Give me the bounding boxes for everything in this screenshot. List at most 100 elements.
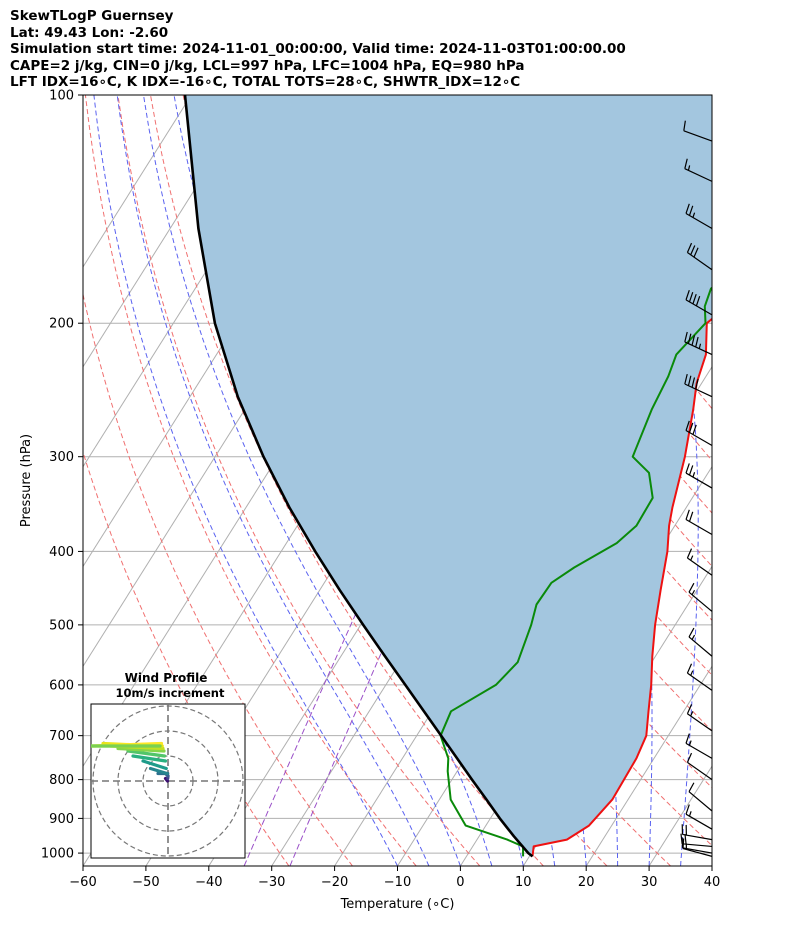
wind-barb bbox=[685, 804, 713, 830]
wind-barb-staff bbox=[684, 383, 713, 398]
wind-barb bbox=[688, 627, 713, 657]
wind-barb-feather bbox=[686, 704, 693, 714]
wind-barb bbox=[680, 833, 713, 848]
isotherm-line bbox=[83, 95, 255, 368]
y-tick-label: 200 bbox=[49, 317, 74, 332]
wind-barb-staff bbox=[682, 847, 713, 854]
x-tick-label: −10 bbox=[384, 875, 411, 890]
hodograph-area bbox=[91, 704, 245, 858]
wind-barb-staff bbox=[685, 299, 713, 316]
wind-barb-feather bbox=[685, 203, 690, 214]
wind-barb-feather bbox=[684, 331, 688, 343]
wind-barb bbox=[685, 509, 713, 536]
isotherm-line bbox=[711, 865, 712, 866]
wind-barb-feather bbox=[683, 120, 686, 131]
wind-barb-feather bbox=[684, 373, 688, 385]
hodograph-segment bbox=[116, 746, 166, 753]
y-tick-label: 400 bbox=[49, 545, 74, 560]
wind-barb-feather bbox=[692, 424, 697, 435]
indices-line-2: LFT IDX=16∘C, K IDX=-16∘C, TOTAL TOTS=28… bbox=[10, 74, 521, 90]
wind-barb-feather bbox=[695, 336, 699, 348]
dry-adiabat bbox=[83, 450, 290, 866]
wind-barb bbox=[688, 782, 713, 812]
moist-adiabat bbox=[116, 95, 430, 866]
x-tick-label: −30 bbox=[258, 875, 285, 890]
wind-barb-feather bbox=[685, 420, 690, 431]
wind-barb bbox=[683, 120, 713, 142]
x-tick-label: 40 bbox=[704, 875, 721, 890]
wind-barb-staff bbox=[687, 713, 713, 732]
wind-barb-feather bbox=[685, 733, 690, 744]
indices-line-1: CAPE=2 j/kg, CIN=0 j/kg, LCL=997 hPa, LF… bbox=[10, 57, 525, 74]
title-block: SkewTLogP Guernsey Lat: 49.43 Lon: -2.60… bbox=[10, 8, 790, 91]
wind-barb-half-feather bbox=[691, 634, 696, 640]
y-tick-label: 700 bbox=[49, 729, 74, 744]
wind-barb bbox=[686, 704, 713, 732]
wind-barb-feather bbox=[691, 377, 696, 388]
y-tick-label: 100 bbox=[49, 89, 74, 104]
cape-shading bbox=[185, 95, 712, 857]
wind-barb-staff bbox=[688, 591, 713, 612]
wind-barb-feather bbox=[684, 833, 687, 845]
wind-barb bbox=[684, 331, 713, 356]
wind-barb-staff bbox=[684, 341, 713, 356]
wind-barb bbox=[688, 582, 713, 612]
wind-barb bbox=[681, 824, 713, 841]
wind-barb-half-feather bbox=[690, 670, 694, 676]
wind-barb-feather bbox=[688, 627, 695, 638]
wind-barb-feather bbox=[688, 582, 695, 593]
wind-barb-feather bbox=[688, 292, 694, 303]
wind-barb-half-feather bbox=[691, 589, 696, 596]
wind-barb-feather bbox=[691, 335, 696, 346]
moist-adiabat bbox=[143, 95, 461, 866]
wind-barb bbox=[686, 548, 713, 576]
x-tick-label: −50 bbox=[132, 875, 159, 890]
wind-barb-feather bbox=[688, 422, 694, 433]
wind-barb-staff bbox=[685, 813, 713, 830]
wind-barb bbox=[685, 420, 713, 447]
wind-barb-staff bbox=[683, 130, 713, 142]
plot-area bbox=[83, 95, 712, 866]
dry-adiabat bbox=[84, 95, 417, 866]
y-tick-label: 500 bbox=[49, 618, 74, 633]
dry-adiabat bbox=[117, 95, 481, 866]
wind-barb-feather bbox=[685, 804, 690, 815]
wind-barb bbox=[686, 663, 713, 691]
wind-barb-staff bbox=[685, 742, 713, 759]
wind-barb-half-feather bbox=[688, 740, 692, 746]
wind-barb-feather bbox=[685, 463, 690, 474]
hodograph-segment bbox=[163, 776, 170, 783]
wind-barb bbox=[685, 733, 713, 759]
wind-barb-feather bbox=[695, 379, 699, 390]
wind-barb-half-feather bbox=[690, 555, 694, 561]
y-tick-label: 900 bbox=[49, 812, 74, 827]
wind-barb bbox=[684, 158, 713, 182]
wind-barb-staff bbox=[688, 791, 713, 812]
wind-barb-feather bbox=[695, 296, 701, 307]
wind-barb-staff bbox=[684, 168, 713, 182]
wind-barb-feather bbox=[692, 294, 697, 305]
wind-barb-feather bbox=[686, 242, 693, 253]
wind-barb-feather bbox=[693, 247, 699, 258]
x-axis-label: Temperature (∘C) bbox=[340, 897, 455, 912]
wind-barb-staff bbox=[687, 761, 713, 781]
location-line: Lat: 49.43 Lon: -2.60 bbox=[10, 24, 169, 41]
inset-title: Wind Profile bbox=[125, 671, 208, 685]
isotherm-line bbox=[585, 665, 712, 866]
isotherm-line bbox=[83, 95, 192, 268]
wind-barb-feather bbox=[685, 509, 690, 520]
x-tick-label: −40 bbox=[195, 875, 222, 890]
wind-barb bbox=[685, 203, 713, 230]
wind-barb-feather bbox=[684, 158, 688, 169]
wind-barb-staff bbox=[682, 843, 713, 848]
wind-barb bbox=[684, 373, 713, 398]
time-line: Simulation start time: 2024-11-01_00:00:… bbox=[10, 41, 626, 57]
wind-barb-feather bbox=[686, 548, 693, 559]
x-tick-label: 30 bbox=[641, 875, 658, 890]
y-tick-label: 1000 bbox=[41, 847, 74, 862]
wind-barb-staff bbox=[685, 519, 713, 536]
wind-barb-staff bbox=[688, 636, 713, 657]
wind-barb-staff bbox=[685, 430, 713, 447]
parcel-profile bbox=[183, 95, 534, 858]
